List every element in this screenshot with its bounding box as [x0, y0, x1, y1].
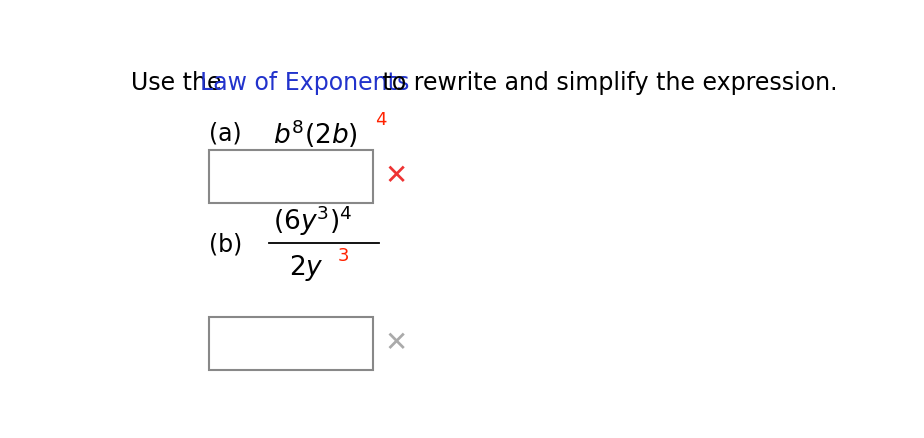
Text: ✕: ✕ — [384, 328, 407, 357]
FancyBboxPatch shape — [209, 150, 373, 203]
Text: $\mathit{2y}$: $\mathit{2y}$ — [289, 254, 323, 283]
Text: $4$: $4$ — [375, 111, 387, 129]
Text: (b): (b) — [209, 233, 242, 257]
FancyBboxPatch shape — [209, 317, 373, 370]
Text: $\mathit{(6y}^{3}\mathit{)}^{4}$: $\mathit{(6y}^{3}\mathit{)}^{4}$ — [274, 204, 353, 238]
Text: Use the: Use the — [131, 71, 229, 95]
Text: Law of Exponents: Law of Exponents — [200, 71, 409, 95]
Text: to rewrite and simplify the expression.: to rewrite and simplify the expression. — [375, 71, 837, 95]
Text: $3$: $3$ — [337, 247, 349, 265]
Text: (a): (a) — [209, 121, 241, 145]
Text: ✕: ✕ — [384, 162, 407, 190]
Text: $\mathit{b}^{8}\mathit{(2b)}$: $\mathit{b}^{8}\mathit{(2b)}$ — [274, 117, 358, 150]
